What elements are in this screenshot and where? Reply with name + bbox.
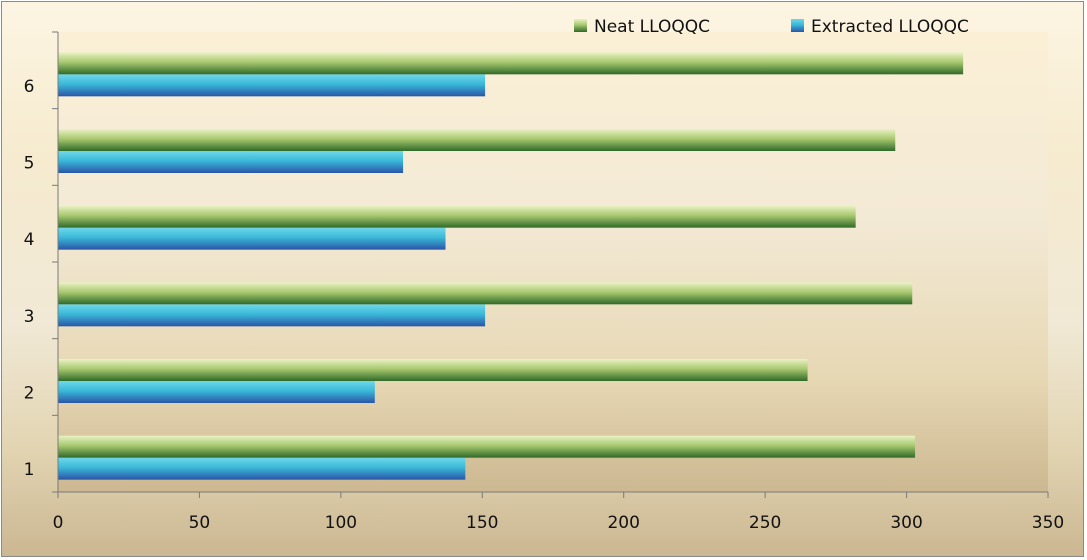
x-tick-label-200: 200 — [607, 513, 639, 533]
y-tick-label-2: 2 — [24, 383, 35, 403]
x-tick-label-350: 350 — [1032, 513, 1064, 533]
bar-extracted-2 — [58, 381, 375, 403]
bar-extracted-1 — [58, 457, 466, 480]
y-tick-label-3: 3 — [24, 307, 35, 327]
y-tick-label-6: 6 — [24, 77, 35, 97]
bar-extracted-3 — [58, 304, 486, 327]
x-tick-label-100: 100 — [325, 513, 357, 533]
y-tick-label-5: 5 — [24, 153, 35, 173]
x-tick-label-300: 300 — [890, 513, 922, 533]
legend-label-neat: Neat LLOQQC — [594, 17, 710, 37]
bar-extracted-4 — [58, 227, 446, 250]
y-tick-label-1: 1 — [24, 460, 35, 480]
bar-neat-3 — [58, 282, 913, 305]
y-tick-label-4: 4 — [24, 230, 35, 250]
legend-label-extracted: Extracted LLOQQC — [811, 17, 969, 37]
plot-area — [58, 32, 1048, 492]
bar-neat-5 — [58, 129, 896, 151]
x-tick-label-50: 50 — [189, 513, 211, 533]
x-tick-label-0: 0 — [53, 513, 64, 533]
bar-neat-4 — [58, 205, 856, 228]
bar-neat-2 — [58, 359, 808, 381]
legend-swatch-neat — [574, 19, 587, 32]
bar-extracted-5 — [58, 151, 404, 173]
x-tick-label-250: 250 — [749, 513, 781, 533]
legend-swatch-extracted — [791, 19, 804, 32]
bar-extracted-6 — [58, 74, 486, 97]
bar-neat-1 — [58, 435, 916, 458]
x-tick-label-150: 150 — [466, 513, 498, 533]
bar-neat-6 — [58, 52, 964, 75]
